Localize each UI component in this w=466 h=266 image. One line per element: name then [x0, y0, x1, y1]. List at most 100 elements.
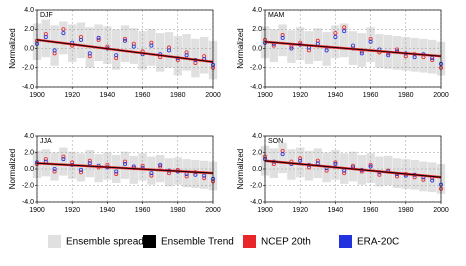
x-tick-label: 1940: [328, 92, 344, 99]
ensemble-spread: [313, 28, 322, 62]
data-point: [52, 48, 57, 53]
data-point: [61, 31, 66, 36]
data-point: [430, 58, 435, 63]
data-point: [61, 27, 66, 32]
x-tick-label: 2000: [433, 92, 449, 99]
panel-title: DJF: [40, 12, 53, 19]
data-point: [70, 160, 75, 165]
legend-swatch: [48, 235, 61, 248]
ensemble-spread: [340, 23, 349, 58]
legend-label: NCEP 20th: [261, 237, 311, 248]
y-tick-label: 4.0: [252, 7, 262, 14]
x-tick-label: 1940: [328, 207, 344, 214]
trend-line-core: [36, 162, 214, 174]
x-tick-label: 2000: [205, 207, 221, 214]
data-point: [96, 37, 101, 42]
y-tick-label: 0.0: [24, 166, 34, 173]
ensemble-spread: [85, 150, 94, 178]
data-point: [333, 34, 338, 39]
data-point: [184, 53, 189, 58]
data-point: [87, 51, 92, 56]
ensemble-spread: [129, 28, 138, 64]
data-point: [368, 162, 373, 167]
data-point: [61, 154, 66, 159]
ensemble-spread: [200, 36, 209, 74]
data-point: [131, 44, 136, 49]
ensemble-spread: [278, 142, 287, 174]
ensemble-spread: [366, 27, 375, 62]
y-tick-label: 4.0: [252, 133, 262, 140]
plot-frame: [264, 9, 442, 88]
y-tick-label: 0.0: [252, 45, 262, 52]
x-tick-label: 1960: [135, 92, 151, 99]
ensemble-spread: [50, 152, 59, 181]
y-tick-label: -2.0: [22, 65, 34, 72]
data-point: [342, 25, 347, 30]
data-point: [87, 158, 92, 163]
panel-title: SON: [268, 138, 283, 145]
data-point: [158, 164, 163, 169]
data-point: [280, 35, 285, 40]
data-point: [333, 162, 338, 167]
y-axis-label: Normalized: [8, 149, 17, 189]
data-point: [123, 38, 128, 43]
data-point: [184, 174, 189, 179]
data-point: [421, 177, 426, 182]
plot-frame: [36, 9, 214, 88]
ensemble-spread: [50, 25, 59, 66]
x-tick-label: 1980: [398, 92, 414, 99]
ensemble-spread: [76, 153, 86, 182]
trend-line-core: [264, 41, 442, 57]
data-point: [430, 178, 435, 183]
x-tick-label: 2000: [433, 207, 449, 214]
data-point: [149, 171, 154, 176]
y-tick-label: 4.0: [24, 133, 34, 140]
y-tick-label: 2.0: [252, 26, 262, 33]
data-point: [350, 43, 355, 48]
data-point: [342, 171, 347, 176]
data-point: [342, 29, 347, 34]
x-tick-label: 1900: [257, 207, 273, 214]
y-tick-label: -2.0: [22, 182, 34, 189]
data-point: [386, 53, 391, 58]
trend-line-core: [36, 39, 214, 63]
ensemble-spread: [76, 22, 86, 59]
panel-title: MAM: [268, 12, 285, 19]
panel-title: JJA: [40, 138, 52, 145]
x-tick-label: 1960: [363, 92, 379, 99]
ensemble-spread: [313, 148, 322, 179]
data-point: [289, 46, 294, 51]
y-tick-label: 0.0: [24, 45, 34, 52]
ensemble-spread: [287, 149, 296, 180]
x-tick-label: 1980: [398, 207, 414, 214]
x-tick-label: 1980: [170, 92, 186, 99]
data-point: [298, 156, 303, 161]
legend-label: Ensemble spread: [66, 237, 144, 248]
data-point: [43, 157, 48, 162]
x-tick-label: 1940: [100, 207, 116, 214]
x-tick-label: 2000: [205, 92, 221, 99]
data-point: [333, 160, 338, 165]
data-point: [114, 171, 119, 176]
y-tick-label: 2.0: [24, 26, 34, 33]
y-tick-label: -4.0: [22, 84, 34, 91]
data-point: [149, 173, 154, 178]
y-tick-label: 2.0: [24, 149, 34, 156]
y-axis-label: Normalized: [8, 28, 17, 68]
data-point: [114, 53, 119, 58]
data-point: [149, 43, 154, 48]
data-point: [43, 34, 48, 39]
data-point: [333, 31, 338, 36]
ensemble-spread: [59, 21, 68, 55]
plot-frame: [36, 135, 214, 203]
data-point: [52, 166, 57, 171]
y-axis-label: Normalized: [236, 149, 245, 189]
data-point: [79, 170, 84, 175]
data-point: [123, 159, 128, 164]
data-point: [140, 163, 145, 168]
legend-swatch: [339, 235, 352, 248]
data-point: [324, 168, 329, 173]
ensemble-spread: [384, 155, 393, 186]
